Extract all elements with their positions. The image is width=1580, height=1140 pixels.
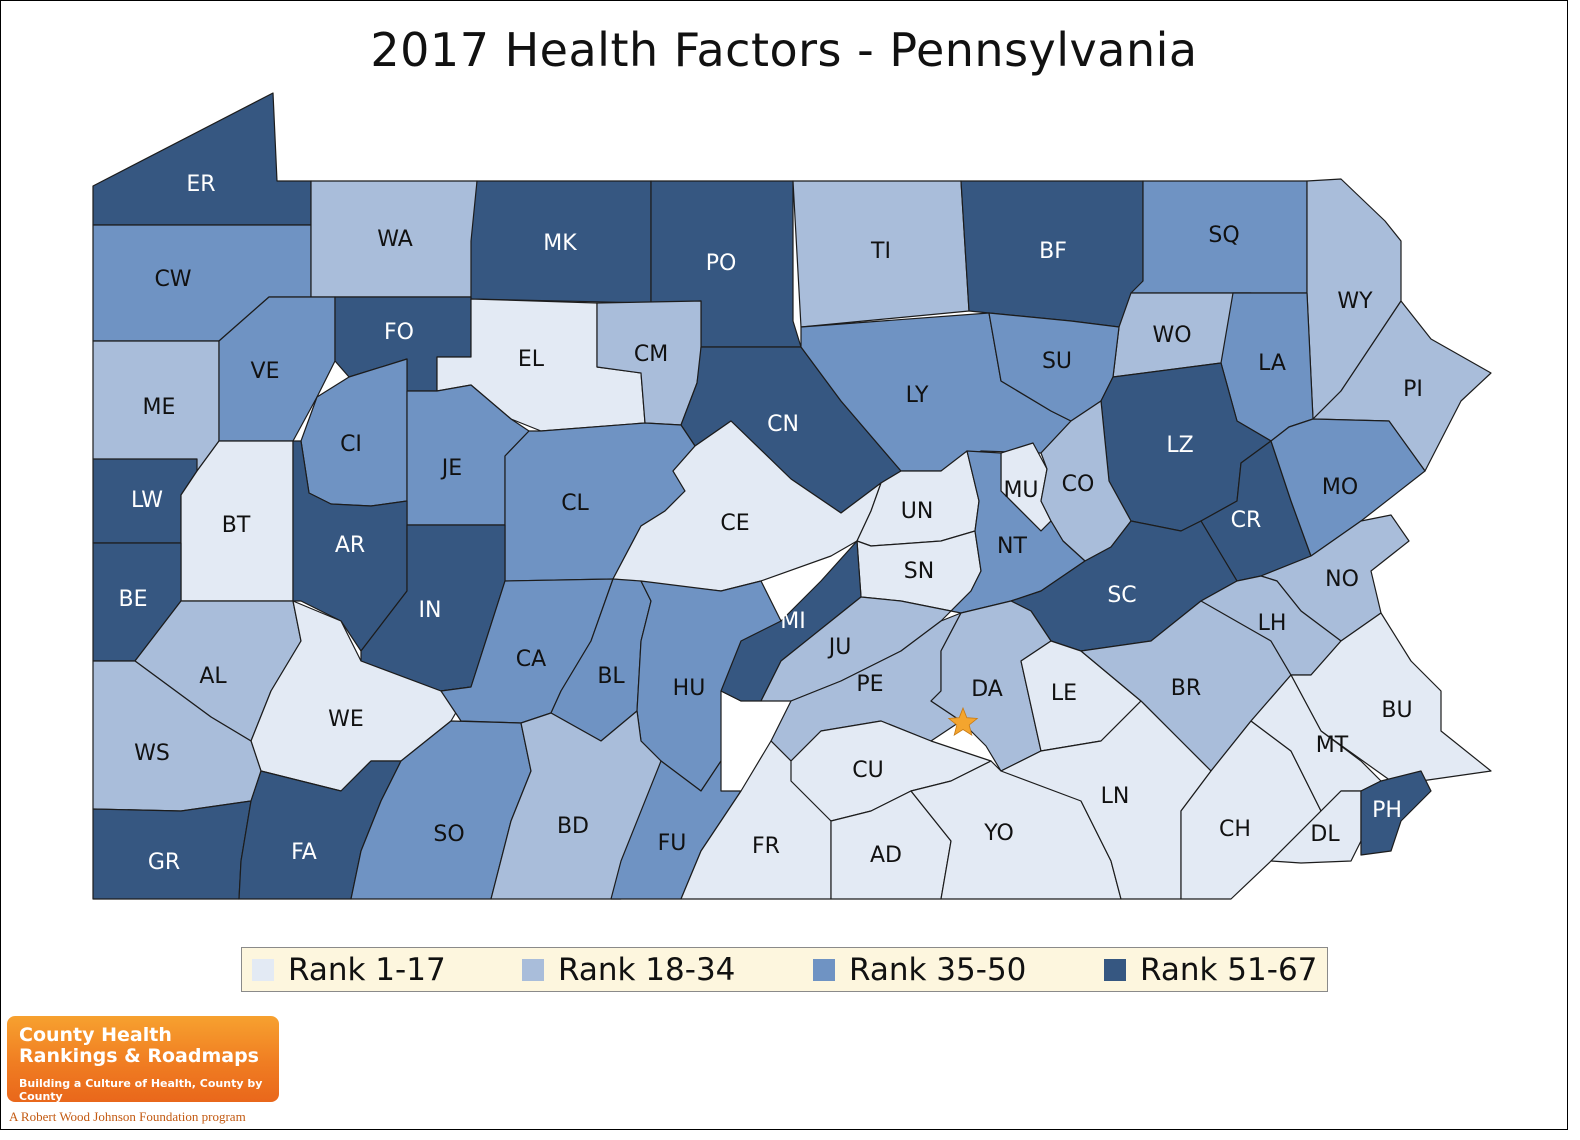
county-label-ch: CH xyxy=(1219,817,1251,842)
county-ce xyxy=(612,420,882,592)
county-label-me: ME xyxy=(143,395,176,420)
county-bu xyxy=(1290,612,1492,782)
county-label-fr: FR xyxy=(752,834,780,859)
county-er xyxy=(92,92,312,226)
rwjf-credit: A Robert Wood Johnson Foundation program xyxy=(9,1109,246,1124)
county-label-ws: WS xyxy=(134,741,170,766)
county-label-bd: BD xyxy=(557,814,589,839)
legend-swatch xyxy=(252,959,274,981)
county-label-dl: DL xyxy=(1310,822,1340,847)
county-label-gr: GR xyxy=(148,850,180,875)
county-label-sc: SC xyxy=(1107,583,1136,608)
county-label-ph: PH xyxy=(1372,798,1402,823)
county-label-bl: BL xyxy=(597,664,625,689)
county-label-ti: TI xyxy=(870,239,891,264)
legend-item-rank-1-17: Rank 1-17 xyxy=(252,952,446,988)
county-label-be: BE xyxy=(119,587,148,612)
county-label-ci: CI xyxy=(340,432,362,457)
county-label-el: EL xyxy=(518,347,545,372)
legend-swatch xyxy=(1104,959,1126,981)
county-label-hu: HU xyxy=(673,676,706,701)
county-mk xyxy=(470,180,652,304)
county-label-cl: CL xyxy=(561,491,589,516)
legend-item-rank-35-50: Rank 35-50 xyxy=(813,952,1026,988)
county-label-al: AL xyxy=(199,664,227,689)
county-label-bt: BT xyxy=(222,513,251,538)
county-label-bf: BF xyxy=(1039,239,1067,264)
legend: Rank 1-17 Rank 18-34 Rank 35-50 Rank 51-… xyxy=(241,947,1328,992)
county-label-fu: FU xyxy=(658,831,687,856)
county-label-sq: SQ xyxy=(1208,223,1239,248)
county-label-mu: MU xyxy=(1003,478,1038,503)
county-lh xyxy=(1200,575,1342,676)
county-label-in: IN xyxy=(419,598,442,623)
county-label-un: UN xyxy=(901,499,934,524)
county-label-pi: PI xyxy=(1403,377,1423,402)
county-label-er: ER xyxy=(186,172,215,197)
county-label-lh: LH xyxy=(1258,611,1287,636)
legend-item-rank-18-34: Rank 18-34 xyxy=(522,952,735,988)
legend-label: Rank 51-67 xyxy=(1140,952,1318,988)
legend-swatch xyxy=(813,959,835,981)
county-label-ca: CA xyxy=(516,647,546,672)
county-label-sn: SN xyxy=(904,559,934,584)
county-label-wy: WY xyxy=(1337,289,1373,314)
county-label-ce: CE xyxy=(720,511,749,536)
county-label-po: PO xyxy=(706,251,737,276)
county-label-mt: MT xyxy=(1316,733,1349,758)
county-mo xyxy=(1270,418,1426,557)
county-label-da: DA xyxy=(971,677,1003,702)
county-label-lz: LZ xyxy=(1166,433,1193,458)
county-label-je: JE xyxy=(440,456,462,481)
county-label-yo: YO xyxy=(983,821,1014,846)
county-label-ve: VE xyxy=(251,359,280,384)
county-label-wo: WO xyxy=(1152,323,1191,348)
logo-line-1: County Health xyxy=(19,1024,172,1046)
county-label-ad: AD xyxy=(870,843,902,868)
county-label-la: LA xyxy=(1258,351,1286,376)
legend-item-rank-51-67: Rank 51-67 xyxy=(1104,952,1317,988)
county-label-cw: CW xyxy=(154,267,191,292)
county-label-ly: LY xyxy=(906,383,929,408)
county-label-cm: CM xyxy=(634,342,668,367)
legend-label: Rank 35-50 xyxy=(849,952,1027,988)
logo-tagline: Building a Culture of Health, County by … xyxy=(19,1077,263,1103)
county-label-nt: NT xyxy=(997,534,1027,559)
county-label-we: WE xyxy=(328,707,364,732)
county-label-fa: FA xyxy=(291,840,317,865)
county-label-cr: CR xyxy=(1231,508,1262,533)
county-label-mo: MO xyxy=(1322,475,1358,500)
county-label-bu: BU xyxy=(1381,698,1412,723)
county-label-br: BR xyxy=(1171,676,1201,701)
county-label-lw: LW xyxy=(131,488,163,513)
legend-label: Rank 18-34 xyxy=(558,952,736,988)
county-label-mk: MK xyxy=(543,231,577,256)
county-health-rankings-logo: County Health Rankings & Roadmaps Buildi… xyxy=(7,1016,279,1103)
county-label-ju: JU xyxy=(827,635,852,660)
county-label-no: NO xyxy=(1325,567,1359,592)
county-label-su: SU xyxy=(1042,349,1072,374)
county-label-ln: LN xyxy=(1101,784,1130,809)
logo-line-2: Rankings & Roadmaps xyxy=(19,1045,259,1067)
county-label-wa: WA xyxy=(377,227,413,252)
county-label-mi: MI xyxy=(780,609,805,634)
county-label-ar: AR xyxy=(335,533,365,558)
county-ph xyxy=(1360,770,1432,856)
county-label-pe: PE xyxy=(856,672,883,697)
legend-swatch xyxy=(522,959,544,981)
county-label-so: SO xyxy=(433,822,464,847)
map-title: 2017 Health Factors - Pennsylvania xyxy=(370,23,1198,77)
county-label-cu: CU xyxy=(852,758,883,783)
star-icon xyxy=(947,706,979,736)
county-label-le: LE xyxy=(1051,681,1077,706)
legend-label: Rank 1-17 xyxy=(288,952,446,988)
county-label-co: CO xyxy=(1062,472,1095,497)
county-label-cn: CN xyxy=(767,412,799,437)
county-label-fo: FO xyxy=(384,320,414,345)
